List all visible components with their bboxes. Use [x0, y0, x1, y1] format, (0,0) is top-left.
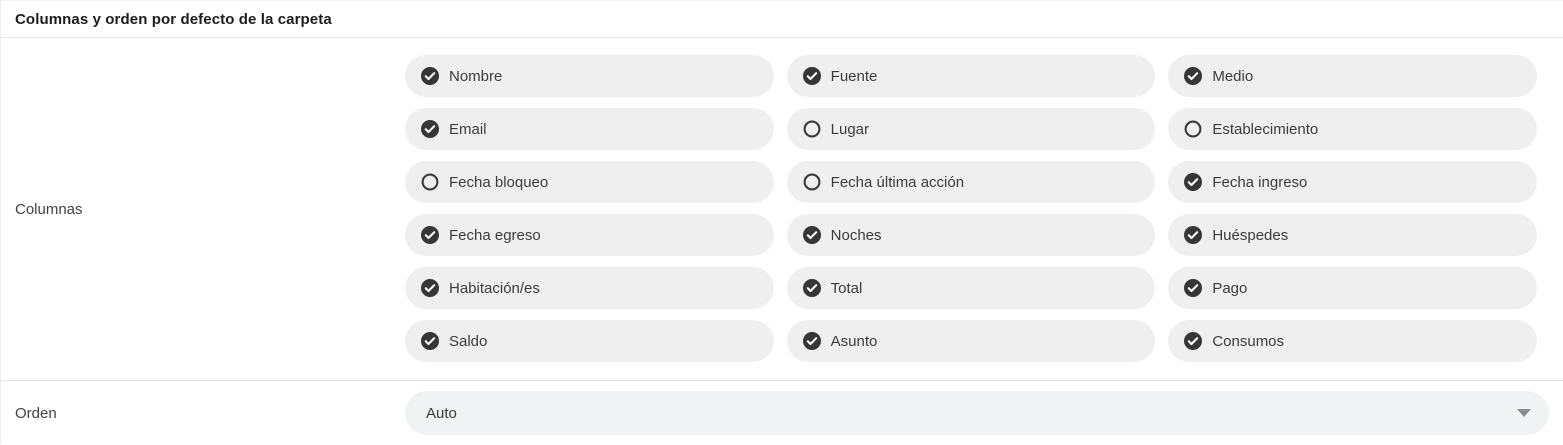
section-title: Columnas y orden por defecto de la carpe…	[15, 10, 332, 28]
column-toggle[interactable]: Saldo	[405, 320, 774, 362]
check-circle-icon	[802, 67, 821, 85]
section-header: Columnas y orden por defecto de la carpe…	[1, 1, 1563, 38]
check-circle-icon	[421, 67, 439, 85]
columns-label: Columnas	[15, 200, 83, 218]
column-toggle[interactable]: Consumos	[1168, 320, 1537, 362]
columns-row: Columnas Nombre Fuente Medio Email Lugar…	[1, 38, 1563, 380]
column-toggle[interactable]: Fecha última acción	[786, 161, 1156, 203]
check-circle-icon	[421, 332, 439, 350]
order-label-cell: Orden	[1, 381, 405, 445]
column-toggle[interactable]: Fecha bloqueo	[405, 161, 774, 203]
check-circle-icon	[1184, 226, 1203, 244]
columns-grid-cell: Nombre Fuente Medio Email Lugar Establec…	[405, 38, 1563, 380]
column-toggle[interactable]: Nombre	[405, 55, 774, 97]
check-circle-icon	[1184, 173, 1203, 191]
column-toggle[interactable]: Lugar	[786, 108, 1156, 150]
column-toggle[interactable]: Medio	[1168, 55, 1537, 97]
column-toggle[interactable]: Asunto	[786, 320, 1156, 362]
column-toggle[interactable]: Huéspedes	[1168, 214, 1537, 256]
check-circle-icon	[421, 279, 439, 297]
circle-outline-icon	[803, 173, 821, 191]
column-toggle[interactable]: Email	[405, 108, 774, 150]
order-label: Orden	[15, 404, 57, 422]
check-circle-icon	[1184, 279, 1203, 297]
check-circle-icon	[802, 332, 821, 350]
columns-grid: Nombre Fuente Medio Email Lugar Establec…	[405, 55, 1537, 362]
order-select[interactable]: Auto	[405, 391, 1549, 435]
order-select-cell: Auto	[405, 381, 1563, 445]
check-circle-icon	[1184, 67, 1203, 85]
caret-down-icon	[1517, 409, 1531, 417]
circle-outline-icon	[803, 120, 821, 138]
order-select-value: Auto	[426, 404, 457, 422]
check-circle-icon	[1184, 332, 1203, 350]
check-circle-icon	[802, 226, 821, 244]
column-toggle[interactable]: Fuente	[786, 55, 1156, 97]
column-toggle[interactable]: Noches	[786, 214, 1156, 256]
column-toggle[interactable]: Fecha egreso	[405, 214, 774, 256]
column-toggle[interactable]: Habitación/es	[405, 267, 774, 309]
check-circle-icon	[802, 279, 821, 297]
column-toggle[interactable]: Establecimiento	[1168, 108, 1537, 150]
check-circle-icon	[421, 226, 439, 244]
column-toggle[interactable]: Fecha ingreso	[1168, 161, 1537, 203]
circle-outline-icon	[1184, 120, 1202, 138]
circle-outline-icon	[421, 173, 439, 191]
check-circle-icon	[421, 120, 439, 138]
column-toggle[interactable]: Total	[786, 267, 1156, 309]
columns-label-cell: Columnas	[1, 38, 405, 380]
order-row: Orden Auto	[1, 380, 1563, 445]
column-toggle[interactable]: Pago	[1168, 267, 1537, 309]
